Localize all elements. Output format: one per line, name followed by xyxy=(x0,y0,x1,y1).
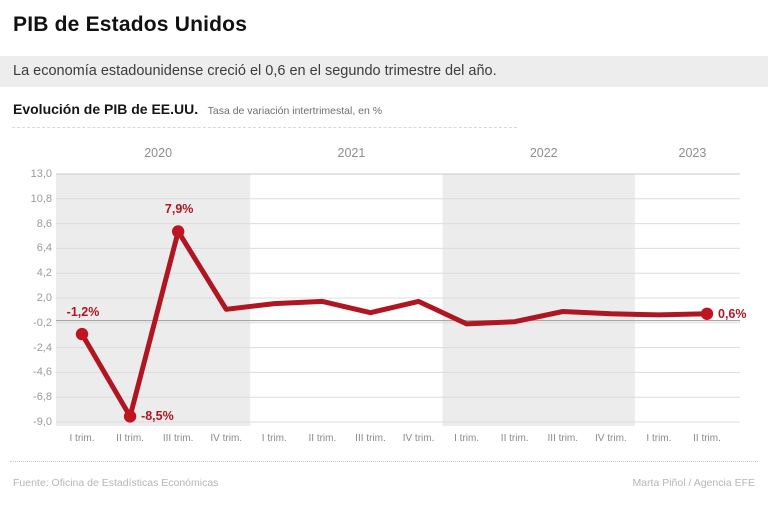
x-axis-label: I trim. xyxy=(261,433,287,444)
author-credit: Marta Piñol / Agencia EFE xyxy=(632,477,755,489)
page-subtitle: La economía estadounidense creció el 0,6… xyxy=(13,63,497,79)
x-axis-label: IV trim. xyxy=(402,433,435,444)
source-credit: Fuente: Oficina de Estadísticas Económic… xyxy=(13,477,219,489)
x-axis-label: I trim. xyxy=(454,433,480,444)
y-axis-tick: 10,8 xyxy=(30,192,52,205)
x-axis-label: III trim. xyxy=(355,433,386,444)
heading-separator xyxy=(12,127,517,128)
year-label-2020: 2020 xyxy=(144,146,173,160)
x-axis-label: II trim. xyxy=(116,433,144,444)
y-axis-tick: -9,0 xyxy=(33,416,52,428)
x-axis-label: II trim. xyxy=(308,433,337,444)
x-axis-label: III trim. xyxy=(547,433,579,444)
y-axis-tick: -4,6 xyxy=(33,366,52,379)
year-label-2022: 2022 xyxy=(529,146,558,160)
x-axis-label: II trim. xyxy=(500,433,529,444)
footer-separator xyxy=(10,461,758,462)
y-axis-tick: 13,0 xyxy=(30,168,52,180)
year-label-2021: 2021 xyxy=(337,146,366,160)
x-axis-label: I trim. xyxy=(69,433,95,444)
data-point-label: -8,5% xyxy=(141,409,174,424)
year-label-2023: 2023 xyxy=(678,146,707,160)
page-title: PIB de Estados Unidos xyxy=(13,13,248,36)
x-axis-label: IV trim. xyxy=(595,433,627,444)
chart-title: Evolución de PIB de EE.UU. xyxy=(13,101,199,117)
data-point-label: -1,2% xyxy=(66,305,100,320)
subtitle-band: La economía estadounidense creció el 0,6… xyxy=(0,56,768,87)
x-axis-label: I trim. xyxy=(646,433,672,444)
y-axis-tick: -2,4 xyxy=(33,341,52,354)
y-axis-tick: -6,8 xyxy=(33,391,52,404)
y-axis-tick: 2,0 xyxy=(36,292,52,304)
x-axis-label: III trim. xyxy=(162,433,194,444)
y-axis-tick: 6,4 xyxy=(36,242,52,255)
chart-heading-row: Evolución de PIB de EE.UU. Tasa de varia… xyxy=(13,101,382,119)
y-axis-tick: 8,6 xyxy=(36,217,52,230)
x-axis-label: II trim. xyxy=(693,433,721,444)
chart-subtitle: Tasa de variación intertrimestal, en % xyxy=(207,105,383,117)
y-axis-tick: 4,2 xyxy=(36,267,52,280)
x-axis-label: IV trim. xyxy=(210,433,243,444)
y-axis-tick: -0,2 xyxy=(33,316,52,329)
data-point-label: 7,9% xyxy=(164,202,194,217)
data-point-label: 0,6% xyxy=(718,306,747,321)
